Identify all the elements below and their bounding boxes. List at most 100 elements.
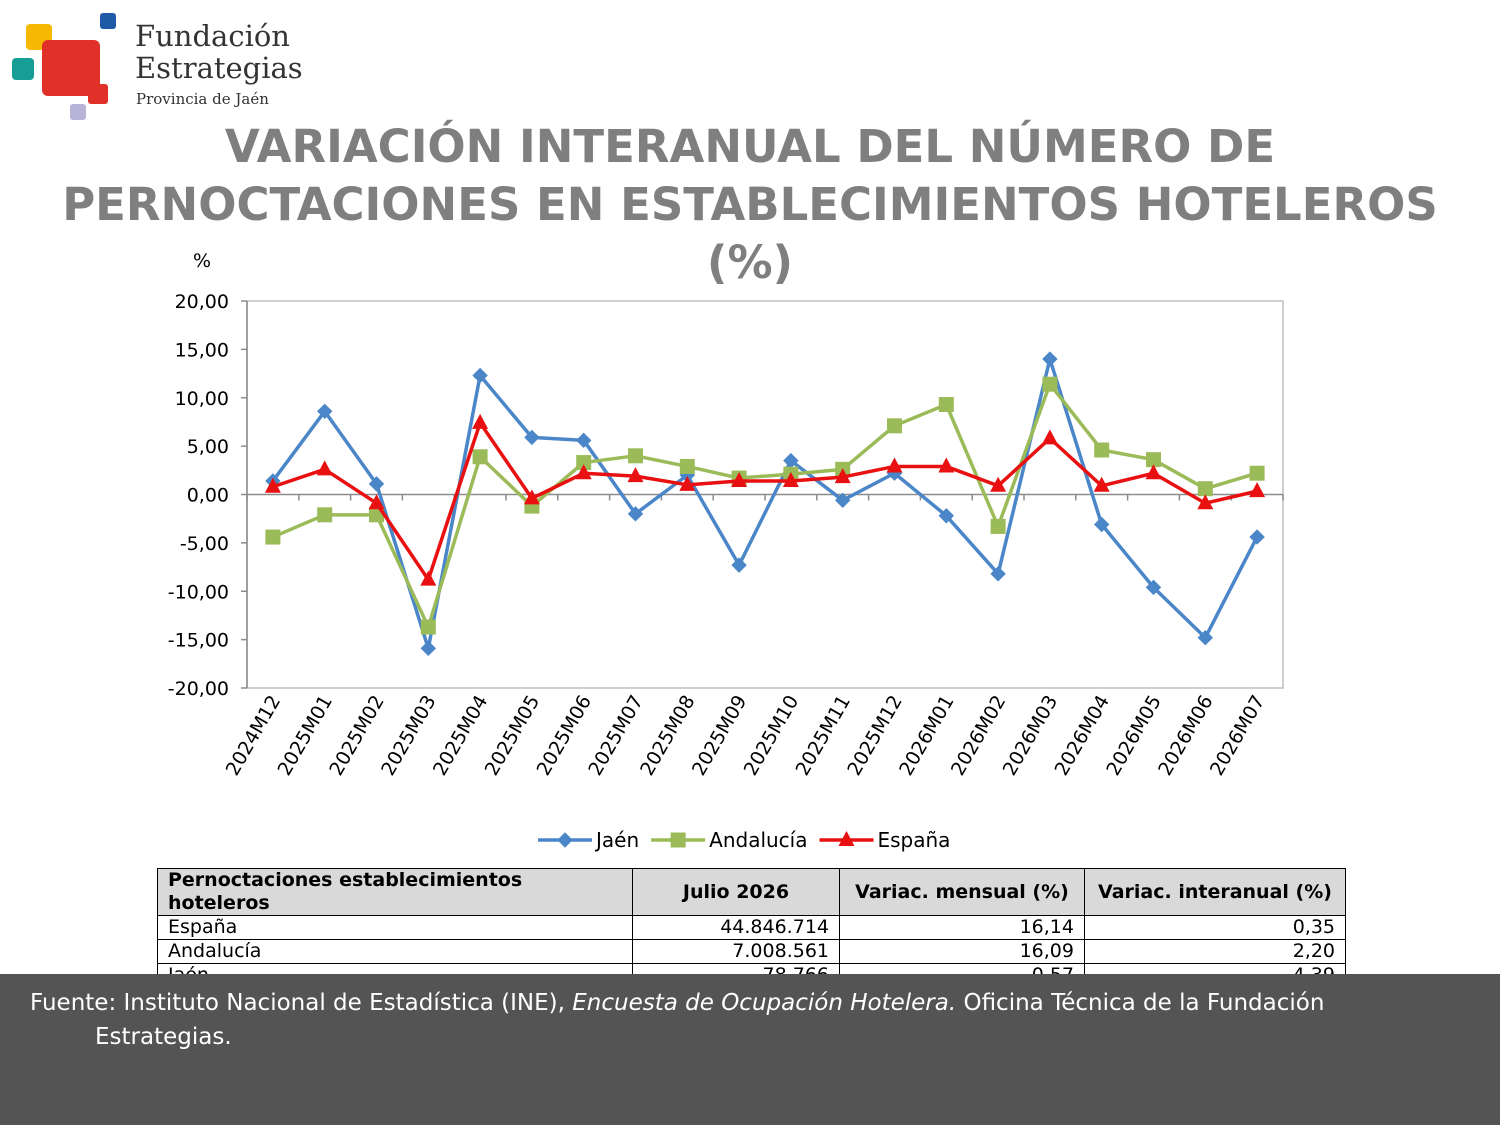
table-header-row: Pernoctaciones establecimientos hotelero…: [157, 868, 1346, 916]
data-point-andalucia: [990, 518, 1006, 534]
table-cell: 2,20: [1084, 939, 1346, 964]
page-title: VARIACIÓN INTERANUAL DEL NÚMERO DE PERNO…: [0, 118, 1500, 292]
table-row: España 44.846.714 16,14 0,35: [157, 915, 1346, 940]
logo-text-line3: Provincia de Jaén: [136, 90, 269, 108]
logo-blue-square: [100, 13, 116, 29]
table-cell: 0,35: [1084, 915, 1346, 940]
data-point-jaen: [575, 432, 592, 449]
data-point-andalucia: [887, 418, 902, 434]
data-point-espana: [1041, 429, 1058, 445]
title-line3: (%): [706, 236, 794, 289]
data-point-espana: [1145, 464, 1162, 480]
y-tick-label: -20,00: [168, 678, 229, 700]
data-point-espana: [834, 468, 851, 484]
source-text: Fuente: Instituto Nacional de Estadístic…: [30, 986, 1490, 1054]
data-point-jaen: [368, 476, 385, 492]
data-point-espana: [627, 467, 644, 483]
source-suffix: Oficina Técnica de la Fundación: [963, 990, 1325, 1016]
data-point-jaen: [1042, 351, 1058, 367]
y-tick-label: 20,00: [175, 291, 229, 313]
data-point-andalucia: [628, 448, 643, 464]
data-point-jaen: [1249, 529, 1265, 545]
data-point-jaen: [1145, 579, 1162, 596]
table-header: Pernoctaciones establecimientos hotelero…: [157, 868, 633, 916]
source-italic: Encuesta de Ocupación Hotelera.: [572, 990, 957, 1016]
title-line1: VARIACIÓN INTERANUAL DEL NÚMERO DE: [224, 120, 1276, 173]
legend-label-espana: España: [878, 828, 951, 852]
data-table: Pernoctaciones establecimientos hotelero…: [157, 868, 1346, 988]
title-line2: PERNOCTACIONES EN ESTABLECIMIENTOS HOTEL…: [62, 178, 1438, 231]
legend-marker-jaen: [557, 832, 573, 848]
y-tick-label: -5,00: [180, 533, 229, 555]
data-point-espana: [264, 477, 281, 493]
data-point-andalucia: [420, 619, 436, 635]
data-point-andalucia: [1146, 452, 1161, 468]
table-header: Variac. interanual (%): [1084, 868, 1346, 916]
table-header: Julio 2026: [632, 868, 840, 916]
legend-marker-espana: [838, 831, 855, 846]
logo: Fundación Estrategias Provincia de Jaén: [10, 10, 310, 122]
legend-label-andalucia: Andalucía: [709, 828, 807, 852]
data-point-jaen: [834, 492, 851, 509]
data-point-jaen: [938, 508, 955, 524]
logo-lavender-square: [70, 104, 86, 120]
source-footer: Fuente: Instituto Nacional de Estadístic…: [0, 974, 1500, 1125]
data-point-jaen: [990, 566, 1006, 582]
table-cell: 16,09: [839, 939, 1085, 964]
data-point-andalucia: [938, 397, 954, 413]
data-point-andalucia: [472, 449, 488, 465]
data-point-jaen: [524, 429, 540, 446]
data-point-espana: [1197, 494, 1214, 510]
legend-marker-andalucia: [670, 832, 686, 848]
data-point-espana: [368, 494, 385, 510]
data-point-andalucia: [1249, 465, 1265, 481]
table-cell: Andalucía: [157, 939, 633, 964]
data-point-espana: [575, 464, 592, 480]
data-point-espana: [316, 460, 333, 476]
y-tick-label: -15,00: [168, 630, 229, 652]
data-point-espana: [990, 476, 1007, 492]
logo-text-line1: Fundación: [135, 19, 290, 53]
data-point-espana: [886, 457, 903, 473]
y-tick-label: -10,00: [168, 581, 229, 603]
data-point-andalucia: [1042, 376, 1058, 392]
y-tick-label: 15,00: [175, 339, 229, 361]
data-point-andalucia: [576, 455, 592, 471]
data-point-andalucia: [265, 529, 281, 545]
data-point-andalucia: [1197, 481, 1213, 497]
data-point-jaen: [1197, 629, 1214, 646]
data-point-espana: [472, 413, 489, 429]
y-axis-label: %: [193, 250, 211, 272]
data-point-espana: [523, 489, 540, 505]
data-point-espana: [731, 471, 748, 487]
table-cell: 16,14: [839, 915, 1085, 940]
logo-teal-square: [12, 58, 34, 80]
data-point-espana: [782, 471, 799, 487]
logo-small-red-square: [88, 84, 108, 104]
data-point-andalucia: [1094, 442, 1110, 458]
data-point-andalucia: [317, 507, 333, 523]
legend-label-jaen: Jaén: [594, 828, 639, 852]
data-point-espana: [679, 475, 696, 491]
data-point-espana: [1093, 476, 1110, 492]
y-tick-label: 0,00: [187, 485, 229, 507]
series-line-espana: [272, 421, 1258, 582]
line-chart: 20,00 15,00 10,00 5,00 0,00 -5,00 -10,00 -15,00…: [168, 250, 1284, 852]
data-point-espana: [1249, 482, 1266, 498]
table-row: Andalucía 7.008.561 16,09 2,20: [157, 939, 1346, 964]
data-point-jaen: [731, 557, 747, 573]
series-line-andalucia: [272, 382, 1258, 629]
data-point-jaen: [472, 367, 488, 384]
y-tick-label: 5,00: [187, 436, 229, 458]
data-point-espana: [420, 570, 437, 586]
data-point-jaen: [1093, 516, 1110, 533]
table-header: Variac. mensual (%): [839, 868, 1085, 916]
data-point-jaen: [420, 640, 437, 657]
data-point-espana: [938, 457, 955, 473]
data-point-jaen: [316, 403, 333, 420]
data-point-jaen: [627, 506, 644, 522]
source-prefix: Fuente: Instituto Nacional de Estadístic…: [30, 990, 565, 1016]
data-point-andalucia: [679, 458, 695, 474]
y-tick-label: 10,00: [175, 388, 229, 410]
logo-text-line2: Estrategias: [135, 51, 303, 85]
